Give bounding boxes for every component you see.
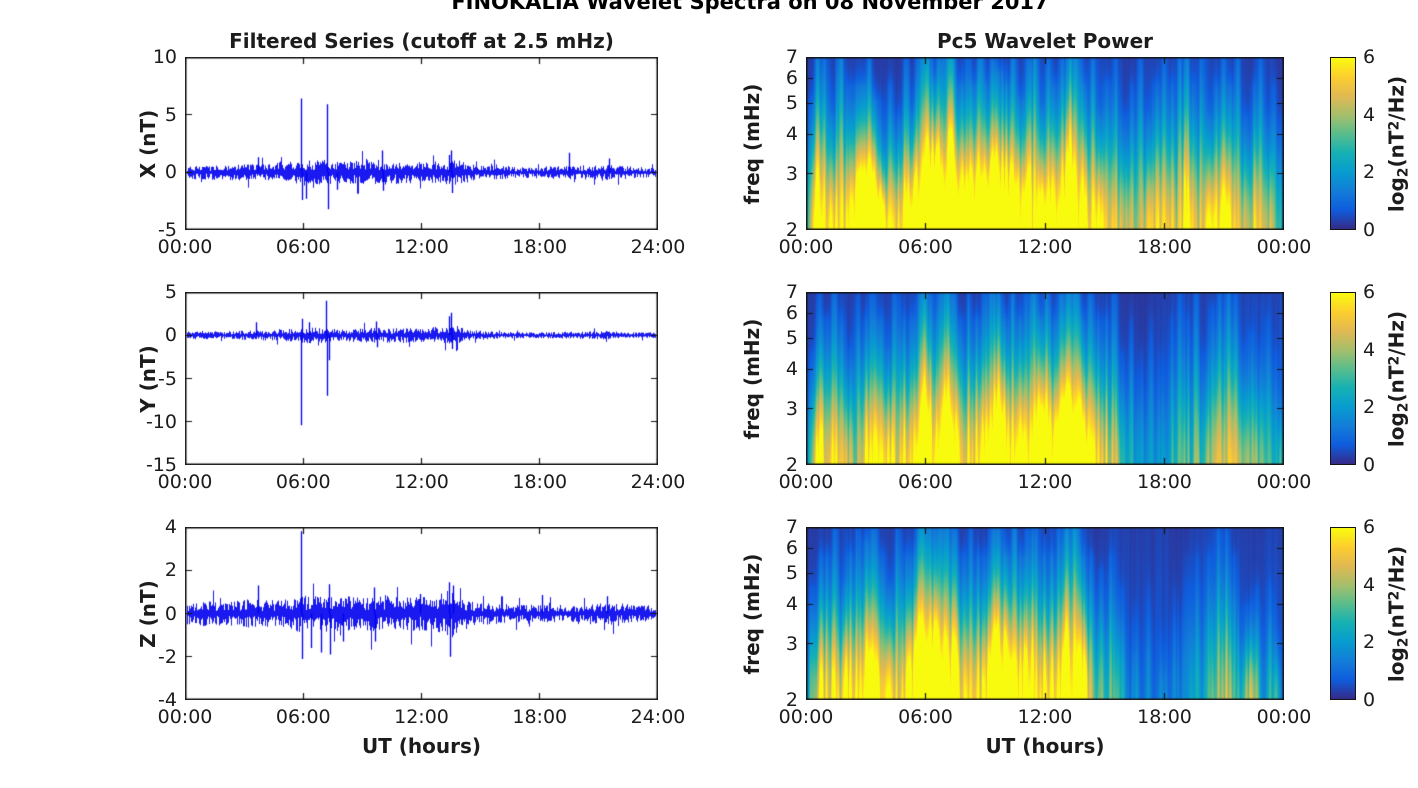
tick-label: 2: [785, 219, 798, 241]
z-spectrogram-plot-area: [806, 527, 1284, 700]
tick-label: 5: [785, 327, 798, 350]
tick-label: 24:00: [630, 706, 686, 728]
y-series-subplot: Y (nT) 00:00 06:00 12:00 18:00 24:00 5 0 -5 -10-…: [136, 281, 685, 493]
z-series-plot-area: [185, 527, 658, 700]
tick-label: 3: [785, 163, 798, 185]
tick-label: 2: [1363, 631, 1376, 654]
tick-label: 2: [164, 559, 177, 582]
right-column-title: Pc5 Wavelet Power: [936, 29, 1154, 53]
tick-label: -4: [158, 689, 177, 711]
tick-label: 18:00: [512, 706, 568, 728]
x-spectrogram-subplot: Pc5 Wavelet Power freq (mHz) 00:00 06:00 1…: [740, 29, 1311, 258]
tick-label: 00:00: [157, 706, 213, 728]
tick-label: 7: [785, 281, 798, 303]
tick-label: 00:00: [1256, 706, 1312, 728]
tick-label: 0: [1363, 689, 1376, 711]
tick-label: 24:00: [630, 471, 686, 493]
tick-label: 3: [785, 398, 798, 420]
tick-label: 00:00: [778, 706, 834, 728]
tick-label: 12:00: [394, 471, 449, 493]
tick-label: 18:00: [1137, 471, 1192, 493]
tick-label: 2: [1363, 161, 1376, 184]
tick-label: 0: [164, 161, 177, 184]
tick-label: 6: [785, 537, 798, 560]
tick-label: 2: [785, 689, 798, 711]
tick-label: -5: [158, 219, 177, 241]
tick-label: 6: [1363, 281, 1376, 303]
x-spectrogram-plot-area: [806, 57, 1284, 230]
tick-label: 00:00: [1256, 471, 1312, 493]
tick-label: 0: [1363, 219, 1376, 241]
x-series-plot-area: [185, 57, 658, 230]
tick-label: 7: [785, 46, 798, 68]
tick-label: 06:00: [898, 471, 953, 493]
y-spectrogram-plot-area: [806, 292, 1284, 465]
tick-label: -2: [158, 645, 177, 668]
tick-label: 24:00: [630, 236, 686, 258]
figure-title: FINOKALIA Wavelet Spectra on 08 November…: [451, 0, 1049, 14]
z-series-subplot: Z (nT) UT (hours) 00:00 06:00 12:00 18:00 24…: [136, 516, 685, 758]
tick-label: 00:00: [1256, 236, 1312, 258]
tick-label: 06:00: [275, 236, 331, 258]
tick-label: 4: [1363, 338, 1376, 361]
tick-label: 00:00: [778, 236, 834, 258]
tick-label: -5: [158, 367, 177, 390]
left-column-title: Filtered Series (cutoff at 2.5 mHz): [229, 29, 614, 53]
tick-label: 18:00: [512, 236, 568, 258]
tick-label: 06:00: [898, 236, 953, 258]
ut-hours-label-right: UT (hours): [985, 734, 1105, 758]
tick-label: 2: [1363, 396, 1376, 419]
tick-label: 6: [785, 302, 798, 325]
tick-label: 12:00: [1017, 236, 1073, 258]
tick-label: 12:00: [1017, 706, 1073, 728]
tick-label: 4: [164, 516, 177, 538]
x-series-subplot: Filtered Series (cutoff at 2.5 mHz) X (n…: [136, 29, 685, 258]
tick-label: 6: [785, 67, 798, 90]
tick-label: 0: [164, 324, 177, 347]
tick-label: 00:00: [157, 236, 213, 258]
y-spectrogram-subplot: freq (mHz) 00:00 06:00 12:00 18:00 00:00 7 6 5 4…: [740, 281, 1311, 493]
tick-label: 2: [785, 454, 798, 476]
tick-label: 10: [152, 46, 177, 68]
tick-label: 0: [164, 602, 177, 625]
tick-label: 12:00: [394, 236, 449, 258]
z-spectrogram-subplot: freq (mHz) UT (hours) 00:00 06:00 12:00 18:…: [740, 516, 1311, 758]
tick-label: 18:00: [512, 471, 568, 493]
tick-label: 7: [785, 516, 798, 538]
tick-label: -10: [145, 410, 177, 433]
tick-label: 4: [1363, 573, 1376, 596]
tick-label: 18:00: [1137, 236, 1192, 258]
tick-label: 12:00: [1017, 471, 1073, 493]
ut-hours-label-left: UT (hours): [361, 734, 482, 758]
tick-label: 5: [785, 92, 798, 115]
colorbar-gradient-2: [1330, 292, 1356, 465]
tick-label: 18:00: [1137, 706, 1192, 728]
tick-label: 4: [785, 123, 798, 146]
tick-label: 00:00: [778, 471, 834, 493]
tick-label: 4: [785, 593, 798, 616]
tick-label: 06:00: [275, 706, 331, 728]
tick-label: 4: [1363, 103, 1376, 126]
tick-label: 6: [1363, 46, 1376, 68]
colorbar-gradient-3: [1330, 527, 1356, 700]
tick-label: -15: [145, 454, 177, 476]
tick-label: 6: [1363, 516, 1376, 538]
y-series-plot-area: [185, 292, 658, 465]
tick-label: 06:00: [275, 471, 331, 493]
tick-label: 0: [1363, 454, 1376, 476]
tick-label: 5: [164, 281, 177, 303]
tick-label: 5: [164, 103, 177, 126]
tick-label: 12:00: [394, 706, 449, 728]
tick-label: 06:00: [898, 706, 953, 728]
colorbar-gradient-1: [1330, 57, 1356, 230]
tick-label: 00:00: [157, 471, 213, 493]
tick-label: 3: [785, 633, 798, 655]
tick-label: 5: [785, 562, 798, 585]
tick-label: 4: [785, 358, 798, 381]
